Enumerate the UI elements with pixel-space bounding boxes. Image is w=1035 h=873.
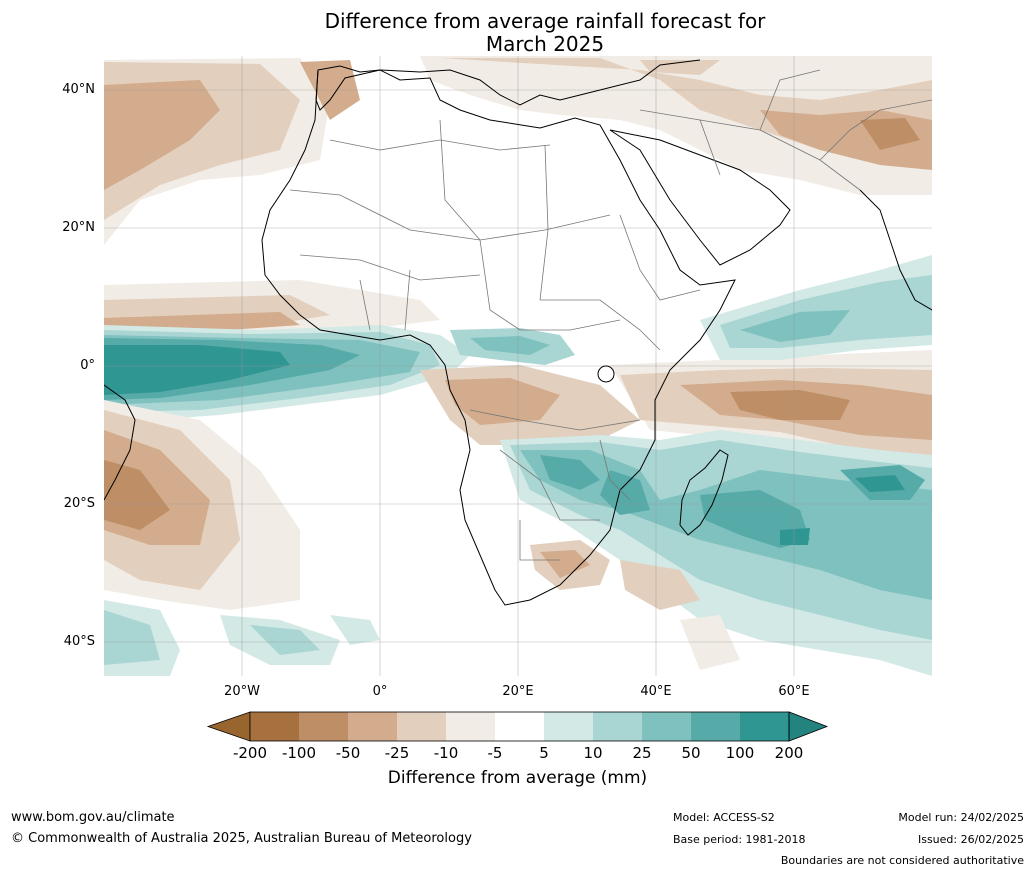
colorbar-tick-label: 25 [632,744,652,762]
lon-label-20w: 20°W [224,684,260,699]
colorbar-tick-label: -10 [433,744,459,762]
colorbar-segment [691,712,740,741]
colorbar-segment [642,712,691,741]
colorbar-tick-label: 5 [539,744,549,762]
map-title-line1: Difference from average rainfall forecas… [324,9,766,33]
colorbar-extend-high [788,711,829,742]
colorbar-segment [299,712,348,741]
website-link[interactable]: www.bom.gov.au/climate [11,810,175,825]
colorbar-tick-label: -50 [335,744,361,762]
lat-label-20s: 20°S [63,496,95,511]
africa-coastline [261,65,736,606]
arabia-coastline [609,129,791,266]
colorbar-segment [250,712,299,741]
lat-label-20n: 20°N [62,220,95,235]
colorbar-extend-low [206,711,251,742]
colorbar-tick-label: 10 [583,744,603,762]
lat-label-40s: 40°S [63,634,95,649]
graticule [104,56,932,676]
lon-label-0: 0° [372,684,388,699]
dry-anomaly-south-africa [530,540,740,670]
colorbar-tick-label: -100 [281,744,317,762]
wet-tongue-equatorial-atlantic [104,325,470,420]
colorbar-tick-label: 100 [725,744,755,762]
lake-victoria [597,365,615,383]
dry-anomaly-mediterranean-asia [420,56,932,195]
europe-coastline [315,59,701,111]
wet-anomaly-north-indian-ocean [700,255,932,360]
colorbar-tick-label: -5 [487,744,503,762]
copyright-text: © Commonwealth of Australia 2025, Austra… [11,831,472,846]
wet-anomaly-central-africa [450,328,575,365]
colorbar-title: Difference from average (mm) [387,768,648,788]
colorbar-segment [544,712,593,741]
lat-label-40n: 40°N [62,82,95,97]
india-coastline [859,189,932,311]
colorbar-tick-label: 200 [774,744,804,762]
model-text: Model: ACCESS-S2 [673,811,775,824]
lon-label-60e: 60°E [778,684,810,699]
country-borders [289,69,932,561]
colorbar-tick-label: -25 [384,744,410,762]
base-period-text: Base period: 1981-2018 [673,833,806,846]
colorbar-outline [249,711,790,742]
lat-label-0: 0° [80,358,95,373]
lon-label-20e: 20°E [502,684,534,699]
issued-text: Issued: 26/02/2025 [917,833,1024,846]
lon-label-40e: 40°E [640,684,672,699]
dry-anomaly-south-atlantic [104,365,640,610]
colorbar-segment [348,712,397,741]
colorbar-segment [593,712,642,741]
colorbar-segment [740,712,789,741]
south-america-coastline [104,384,136,501]
map-title-line2: March 2025 [485,32,605,56]
colorbar [206,711,829,742]
dry-band-gulf-of-guinea [104,280,440,340]
dry-band-indian-ocean [610,350,932,475]
model-run-text: Model run: 24/02/2025 [898,811,1024,824]
colorbar-tick-label: -200 [232,744,268,762]
wet-anomaly-south-west-atlantic [104,600,380,676]
colorbar-segment [495,712,544,741]
madagascar-coastline [679,449,729,536]
map-plot-area [104,56,932,676]
colorbar-segment [397,712,446,741]
colorbar-segment [446,712,495,741]
colorbar-tick-label: 50 [681,744,701,762]
disclaimer-text: Boundaries are not considered authoritat… [780,854,1024,867]
